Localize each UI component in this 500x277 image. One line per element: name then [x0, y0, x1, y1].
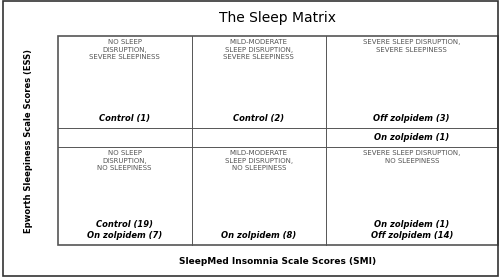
Text: Control (2): Control (2)	[233, 114, 284, 123]
Text: On zolpidem (1)
Off zolpidem (14): On zolpidem (1) Off zolpidem (14)	[370, 220, 453, 240]
Bar	[58, 36, 498, 245]
Text: Control (19)
On zolpidem (7): Control (19) On zolpidem (7)	[87, 220, 162, 240]
Text: NO SLEEP
DISRUPTION,
SEVERE SLEEPINESS: NO SLEEP DISRUPTION, SEVERE SLEEPINESS	[89, 39, 160, 60]
Text: Control (1): Control (1)	[99, 114, 150, 123]
Text: MILD-MODERATE
SLEEP DISRUPTION,
SEVERE SLEEPINESS: MILD-MODERATE SLEEP DISRUPTION, SEVERE S…	[224, 39, 294, 60]
Text: SEVERE SLEEP DISRUPTION,
NO SLEEPINESS: SEVERE SLEEP DISRUPTION, NO SLEEPINESS	[363, 150, 460, 164]
Text: MILD-MODERATE
SLEEP DISRUPTION,
NO SLEEPINESS: MILD-MODERATE SLEEP DISRUPTION, NO SLEEP…	[224, 150, 293, 171]
Text: Off zolpidem (3): Off zolpidem (3)	[374, 114, 450, 123]
Text: On zolpidem (8): On zolpidem (8)	[221, 231, 296, 240]
Text: Epworth Sleepiness Scale Scores (ESS): Epworth Sleepiness Scale Scores (ESS)	[24, 48, 34, 233]
Text: On zolpidem (1): On zolpidem (1)	[374, 133, 450, 142]
Text: The Sleep Matrix: The Sleep Matrix	[219, 11, 336, 25]
Text: SleepMed Insomnia Scale Scores (SMI): SleepMed Insomnia Scale Scores (SMI)	[179, 257, 376, 266]
Text: NO SLEEP
DISRUPTION,
NO SLEEPINESS: NO SLEEP DISRUPTION, NO SLEEPINESS	[98, 150, 152, 171]
Text: SEVERE SLEEP DISRUPTION,
SEVERE SLEEPINESS: SEVERE SLEEP DISRUPTION, SEVERE SLEEPINE…	[363, 39, 460, 53]
